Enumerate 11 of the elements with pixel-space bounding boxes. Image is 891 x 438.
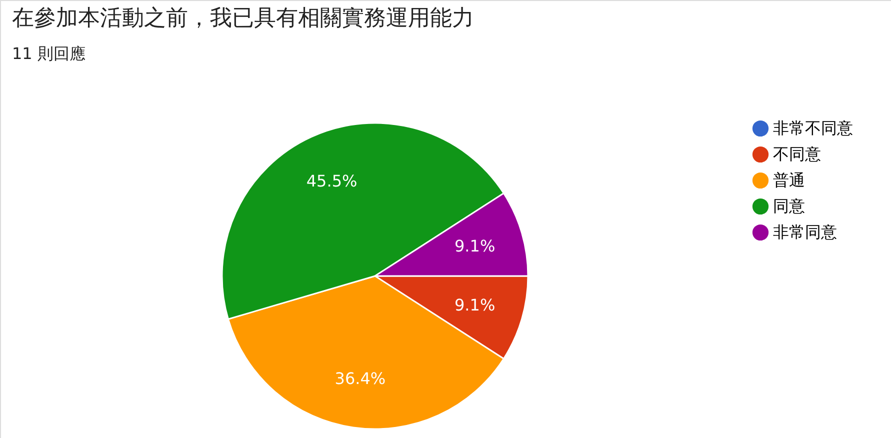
data-label: 45.5% bbox=[306, 171, 358, 190]
data-label: 9.1% bbox=[454, 236, 496, 256]
data-label: 9.1% bbox=[454, 295, 496, 314]
legend-label: 同意 bbox=[773, 196, 805, 216]
legend-label: 不同意 bbox=[773, 144, 821, 164]
data-label: 36.4% bbox=[334, 368, 386, 388]
text: 11 則回應 bbox=[12, 44, 86, 63]
chart-title: 在參加本活動之前，我已具有相關實務運用能力 bbox=[12, 6, 474, 31]
legend-label: 非常同意 bbox=[773, 222, 837, 242]
legend-label: 非常不同意 bbox=[773, 118, 853, 138]
legend-label: 普通 bbox=[773, 170, 805, 190]
